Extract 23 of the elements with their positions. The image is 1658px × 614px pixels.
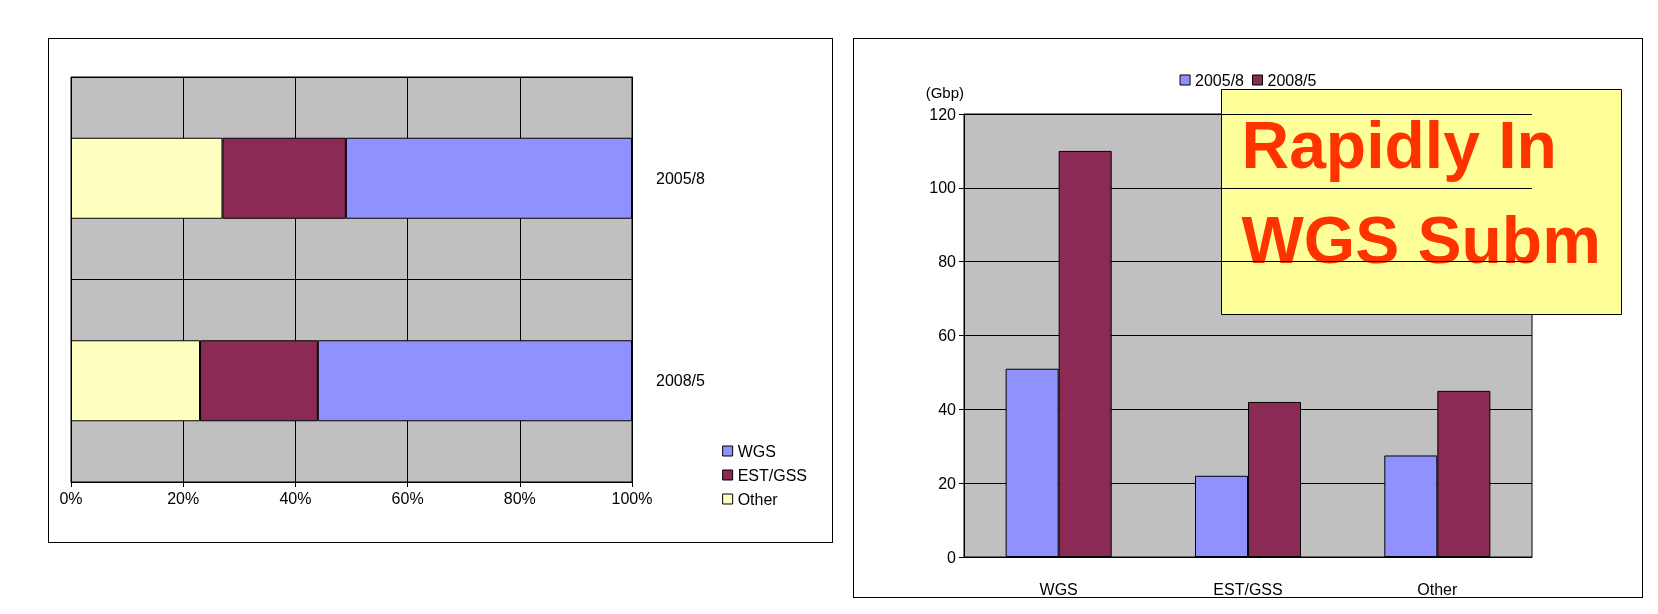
legend-label: 2005/8: [1195, 71, 1245, 89]
annotation: WGS Subm: [1241, 202, 1601, 277]
x-tick-label: 80%: [503, 489, 536, 507]
x-tick-label: 40%: [279, 489, 312, 507]
x-tick-label: WGS: [1039, 580, 1078, 598]
x-tick-label: 100%: [611, 489, 653, 507]
x-tick-label: EST/GSS: [1213, 580, 1283, 598]
y-tick-label: 20: [938, 474, 957, 492]
legend-label: 2008/5: [1267, 71, 1317, 89]
annotation: Rapidly In: [1241, 107, 1557, 182]
legend-label: WGS: [737, 442, 776, 460]
y-tick-label: 80: [938, 253, 957, 271]
y-axis-title: (Gbp): [925, 84, 964, 101]
y-tick-label: 120: [929, 105, 957, 123]
x-tick-label: 0%: [59, 489, 83, 507]
y-tick-label: 0: [947, 548, 957, 566]
x-tick-label: Other: [1417, 580, 1459, 598]
y-tick-label: 60: [938, 327, 957, 344]
legend-label: EST/GSS: [737, 466, 808, 484]
y-tick-label: 40: [938, 400, 957, 418]
x-tick-label: 20%: [167, 489, 200, 507]
x-tick-label: 60%: [391, 489, 424, 507]
y-tick-label: 100: [929, 179, 957, 197]
